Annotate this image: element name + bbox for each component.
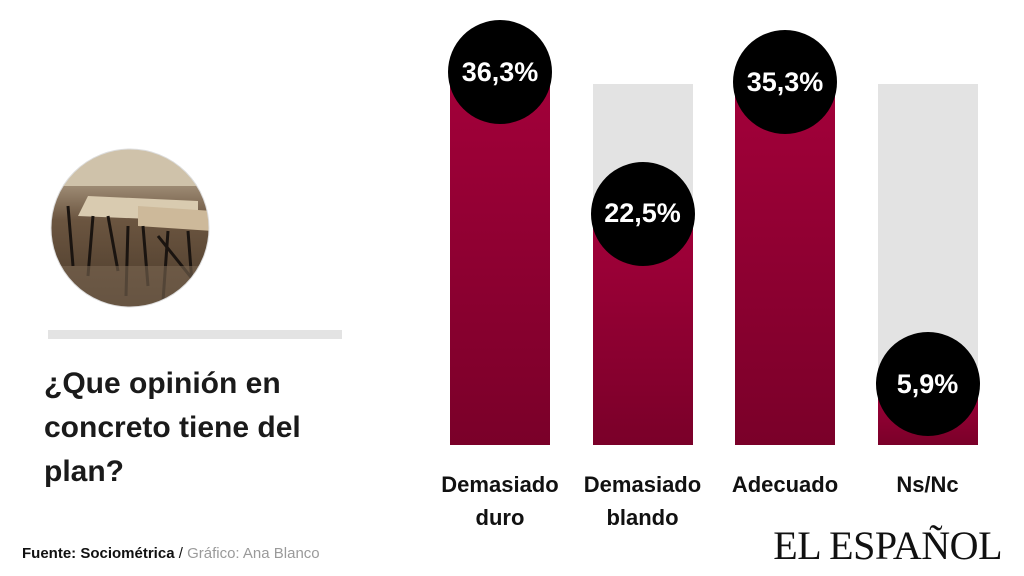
category-label: Demasiado duro [441,472,559,530]
category-label: Ns/Nc [896,472,959,497]
credit: Gráfico: Ana Blanco [187,545,320,562]
value-label: 35,3% [733,30,837,135]
divider [48,330,342,339]
chart-title: ¿Que opinión en concreto tiene del plan? [44,367,301,488]
category-label: Demasiado blando [583,472,702,530]
footer: Fuente: Sociométrica / Gráfico: Ana Blan… [22,545,320,562]
bar [450,72,550,445]
logo: EL ESPAÑOL [773,523,1002,568]
value-label: 22,5% [590,161,695,266]
source: Fuente: Sociométrica [22,545,175,562]
bar [735,82,835,445]
separator: / [178,545,183,562]
photo [50,148,210,308]
value-label: 36,3% [448,20,552,124]
value-label: 5,9% [875,332,980,437]
category-label: Adecuado [731,472,839,497]
